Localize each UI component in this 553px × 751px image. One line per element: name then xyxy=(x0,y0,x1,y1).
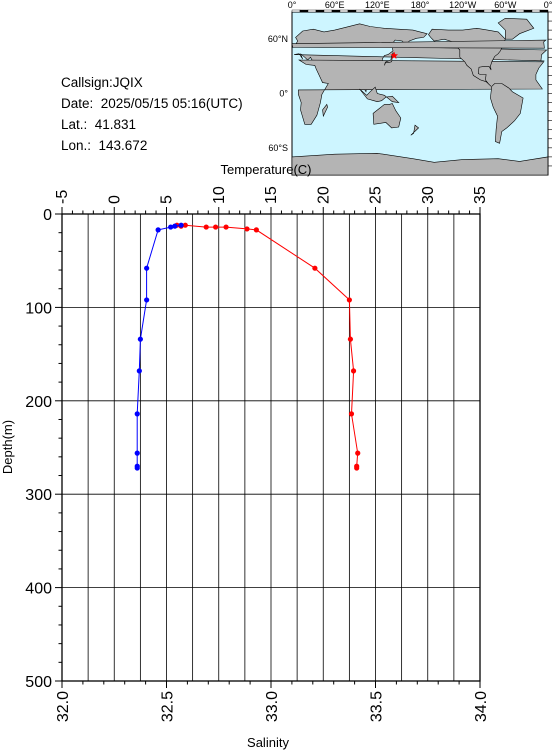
map-lat-label: 0° xyxy=(279,89,288,99)
australia-shape xyxy=(372,103,402,129)
map-frame-segment xyxy=(539,9,549,13)
map-lon-label: 120°W xyxy=(449,0,477,10)
map-lon-label: 60°E xyxy=(325,0,345,10)
map-frame-segment xyxy=(443,9,453,13)
station-marker-icon xyxy=(390,51,398,59)
map-frame-segment xyxy=(451,9,461,13)
date-label: Date: 2025/05/15 05:16(UTC) xyxy=(61,96,243,111)
map-frame-segment xyxy=(515,9,525,13)
map-frame-segment xyxy=(331,9,341,13)
antarctica-shape xyxy=(291,152,549,176)
map-frame-segment xyxy=(507,9,517,13)
south-america-shape xyxy=(490,83,524,144)
map-frame-segment xyxy=(475,9,485,13)
map-frame-segment xyxy=(435,9,445,13)
uk-shape xyxy=(291,39,547,49)
map-frame-segment xyxy=(315,9,325,13)
station-star xyxy=(390,51,398,59)
map-frame-segment xyxy=(379,9,389,13)
map-lon-label: 60°W xyxy=(494,0,517,10)
madagascar-shape xyxy=(322,103,328,118)
map-frame-segment xyxy=(467,9,477,13)
map-frame-segment xyxy=(323,9,333,13)
map-land xyxy=(291,17,549,176)
indonesia-shape xyxy=(359,86,400,104)
map-frame-segment xyxy=(363,9,373,13)
map-frame-segment xyxy=(483,9,493,13)
map-frame-segment xyxy=(347,9,357,13)
map-frame-segment xyxy=(523,9,533,13)
map-frame-segment xyxy=(499,9,509,13)
station-info: Callsign:JQIX Date: 2025/05/15 05:16(UTC… xyxy=(61,72,243,156)
map-frame-segment xyxy=(427,9,437,13)
longitude-label: Lon.: 143.672 xyxy=(61,138,148,153)
map-lon-label: 0° xyxy=(544,0,553,10)
map-lat-label: 60°N xyxy=(268,34,288,44)
map-frame-segment xyxy=(419,9,429,13)
new-zealand-shape xyxy=(410,124,420,136)
map-frame xyxy=(291,9,552,167)
map-frame-segment xyxy=(307,9,317,13)
map-frame-segment xyxy=(531,9,541,13)
latitude-label: Lat.: 41.831 xyxy=(61,117,137,132)
callsign-label: Callsign:JQIX xyxy=(61,75,143,90)
map-frame-segment xyxy=(395,9,405,13)
map-frame-segment xyxy=(371,9,381,13)
map-lon-label: 180° xyxy=(411,0,430,10)
map-frame-segment xyxy=(403,9,413,13)
map-frame-segment xyxy=(291,9,301,13)
map-axis-labels: 0° 60°E 120°E 180° 120°W 60°W 0° 60°N 0° 60°S xyxy=(268,0,553,153)
map-frame-segment xyxy=(299,9,309,13)
map-frame-segment xyxy=(491,9,501,13)
map-frame-segment xyxy=(459,9,469,13)
greenland-shape xyxy=(497,17,535,40)
map-frame-segment xyxy=(411,9,421,13)
map-lon-label: 0° xyxy=(288,0,297,10)
map-lon-label: 120°E xyxy=(365,0,390,10)
map-frame-segment xyxy=(387,9,397,13)
map-frame-segment xyxy=(355,9,365,13)
map-lat-label: 60°S xyxy=(268,143,288,153)
map-frame-segment xyxy=(339,9,349,13)
